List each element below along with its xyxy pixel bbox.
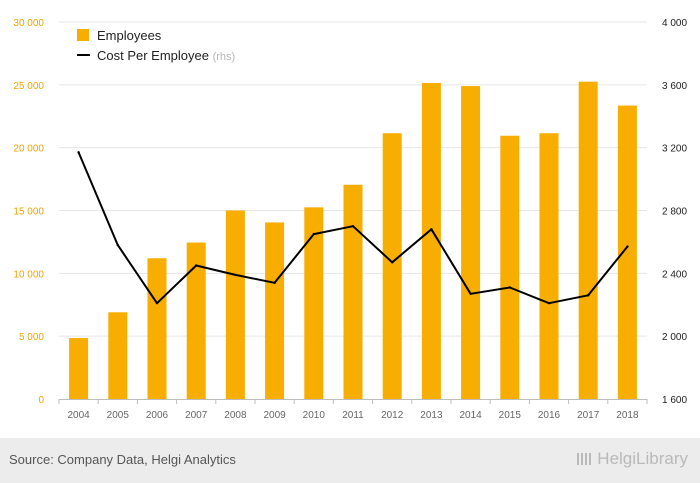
right-axis-tick-label: 3 200 <box>662 144 687 155</box>
line-point <box>312 232 315 236</box>
line-point <box>273 281 276 284</box>
legend-label-employees: Employees <box>97 28 162 43</box>
x-axis-tick-label: 2013 <box>420 410 443 421</box>
x-axis-tick-label: 2006 <box>146 410 169 421</box>
legend-label-cost-name: Cost Per Employee <box>97 48 213 63</box>
line-point <box>155 301 159 305</box>
source-note: Source: Company Data, Helgi Analytics <box>9 452 236 467</box>
left-axis-tick-label: 5 000 <box>19 332 44 343</box>
bar-employees <box>225 210 245 399</box>
legend-label-cost: Cost Per Employee (rhs) <box>97 48 235 63</box>
right-axis-tick-label: 4 000 <box>662 18 687 29</box>
line-point <box>626 245 629 248</box>
bar-employees <box>421 82 441 399</box>
left-axis-tick-label: 20 000 <box>13 144 44 155</box>
bar-employees <box>461 86 481 399</box>
x-axis-tick-label: 2008 <box>224 410 247 421</box>
line-point <box>351 225 355 228</box>
x-axis-tick-label: 2007 <box>185 410 208 421</box>
bar-employees <box>186 242 206 399</box>
bar-employees <box>382 133 402 399</box>
line-point <box>587 294 590 297</box>
left-axis-tick-label: 15 000 <box>13 207 44 218</box>
bar-employees <box>500 135 520 399</box>
right-axis-tick-label: 2 800 <box>662 207 687 218</box>
x-axis-tick-label: 2011 <box>342 410 364 421</box>
bar-employees <box>539 133 559 399</box>
bar-employees <box>578 81 598 400</box>
x-axis-tick-label: 2017 <box>577 410 600 421</box>
brand-logo: HelgiLibrary <box>577 449 688 469</box>
line-point <box>547 301 551 305</box>
legend-swatch-employees <box>77 29 89 41</box>
right-axis-tick-label: 2 400 <box>662 269 687 280</box>
right-axis-tick-label: 3 600 <box>662 81 687 92</box>
left-axis-tick-label: 10 000 <box>13 269 44 280</box>
x-axis-tick-label: 2009 <box>263 410 286 421</box>
legend-label-cost-suffix: (rhs) <box>213 51 236 63</box>
line-point <box>391 261 394 264</box>
line-point <box>116 243 120 247</box>
right-axis-tick-label: 1 600 <box>662 395 687 406</box>
left-axis-tick-label: 0 <box>38 395 44 406</box>
library-icon <box>577 453 592 465</box>
line-point <box>430 228 433 231</box>
x-axis-tick-label: 2018 <box>616 410 639 421</box>
bar-employees <box>617 105 637 400</box>
line-point <box>77 151 80 154</box>
bar-employees <box>147 258 167 399</box>
x-axis-tick-label: 2014 <box>459 410 482 421</box>
right-axis-tick-label: 2 000 <box>662 332 687 343</box>
brand-name: HelgiLibrary <box>597 449 688 468</box>
x-axis-tick-label: 2012 <box>381 410 404 421</box>
bar-employees <box>265 222 285 399</box>
left-axis-tick-label: 25 000 <box>13 81 44 92</box>
x-axis-tick-label: 2016 <box>538 410 561 421</box>
x-axis-tick-label: 2004 <box>67 410 90 421</box>
x-axis-tick-label: 2010 <box>303 410 326 421</box>
x-axis-tick-label: 2015 <box>499 410 522 421</box>
line-point <box>469 292 472 295</box>
chart: 0 5 000 10 000 15 000 20 000 25 000 30 000 1 60… <box>13 18 687 421</box>
bar-employees <box>343 184 363 399</box>
line-point <box>508 286 511 289</box>
bar-employees <box>69 338 89 399</box>
footer: Source: Company Data, Helgi Analytics He… <box>0 438 700 483</box>
bar-employees <box>304 207 324 399</box>
left-axis-tick-label: 30 000 <box>13 18 44 29</box>
bar-employees <box>108 312 128 399</box>
line-point <box>234 273 237 277</box>
x-axis-tick-label: 2005 <box>107 410 130 421</box>
line-point <box>195 264 198 267</box>
